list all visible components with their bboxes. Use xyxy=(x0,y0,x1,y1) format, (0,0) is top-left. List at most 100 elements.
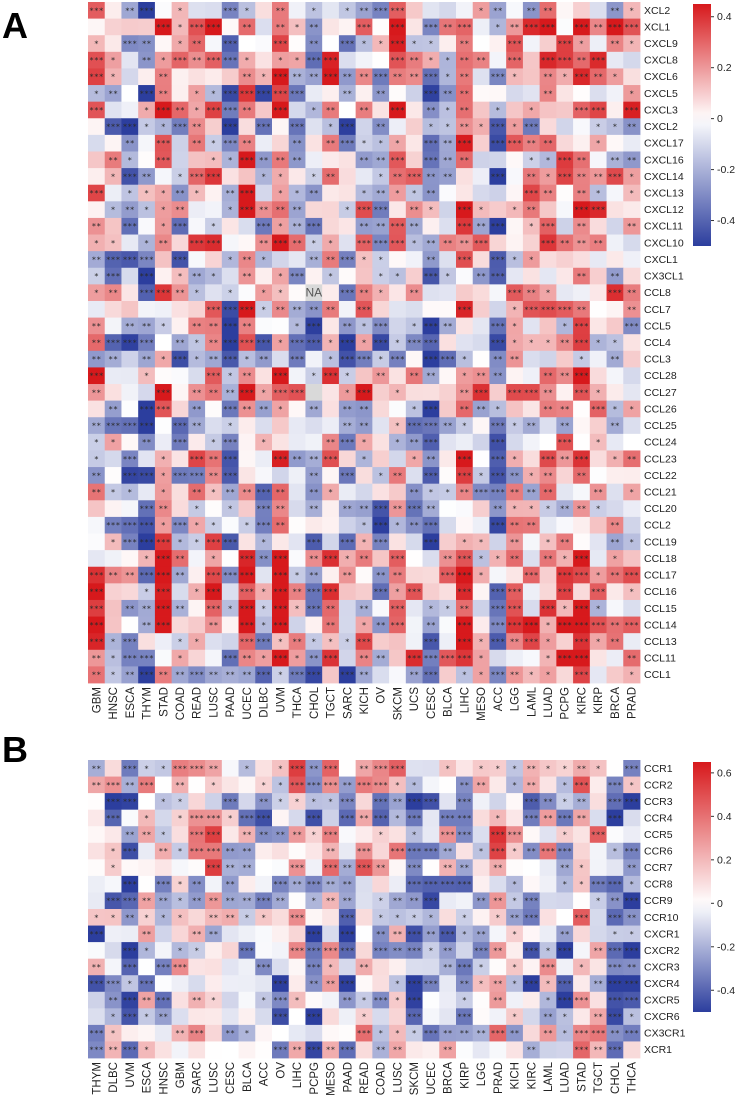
heatmap-cell xyxy=(472,500,490,518)
heatmap-cell xyxy=(171,925,189,943)
heatmap-cell xyxy=(472,35,490,53)
significance-marker: *** xyxy=(457,621,472,630)
significance-marker: * xyxy=(144,554,149,563)
significance-marker: * xyxy=(345,554,350,563)
heatmap-cell xyxy=(171,134,189,152)
significance-marker: *** xyxy=(156,156,171,165)
heatmap-cell xyxy=(272,35,290,53)
heatmap-cell xyxy=(422,400,440,418)
column-label: ESCA xyxy=(142,1062,154,1094)
row-label: XCL1 xyxy=(644,21,670,33)
significance-marker: *** xyxy=(374,339,389,348)
significance-marker: *** xyxy=(574,372,589,381)
heatmap-cell xyxy=(556,267,574,285)
column-label: TGCT xyxy=(593,1062,605,1093)
significance-marker: ** xyxy=(593,980,603,989)
heatmap-cell xyxy=(171,234,189,252)
heatmap-cell xyxy=(272,350,290,368)
significance-marker: ** xyxy=(409,671,419,680)
significance-marker: *** xyxy=(608,781,623,790)
significance-marker: *** xyxy=(558,588,573,597)
significance-marker: ** xyxy=(158,73,168,82)
significance-marker: *** xyxy=(156,289,171,298)
heatmap-cell xyxy=(422,217,440,235)
significance-marker: *** xyxy=(307,880,322,889)
heatmap-cell xyxy=(389,217,407,235)
heatmap-cell xyxy=(522,367,541,385)
heatmap-cell xyxy=(456,234,474,252)
heatmap-cell xyxy=(573,68,591,86)
significance-marker: * xyxy=(512,339,517,348)
heatmap-cell xyxy=(556,300,574,318)
significance-marker: ** xyxy=(460,239,470,248)
significance-marker: *** xyxy=(574,206,589,215)
heatmap-cell xyxy=(522,251,541,269)
significance-marker: *** xyxy=(357,1029,372,1038)
significance-marker: * xyxy=(111,172,116,181)
heatmap-cell xyxy=(138,118,156,136)
significance-marker: ** xyxy=(476,372,486,381)
heatmap-cell xyxy=(422,1008,440,1026)
significance-marker: ** xyxy=(393,946,403,955)
heatmap-cell xyxy=(255,1024,273,1042)
heatmap-cell xyxy=(489,533,507,551)
heatmap-cell xyxy=(522,201,541,219)
heatmap-cell xyxy=(372,483,390,501)
significance-marker: *** xyxy=(123,471,138,480)
heatmap-cell xyxy=(338,958,357,976)
significance-marker: *** xyxy=(591,56,606,65)
significance-marker: ** xyxy=(443,156,453,165)
significance-marker: *** xyxy=(206,538,221,547)
heatmap-cell xyxy=(606,450,624,468)
significance-marker: * xyxy=(228,604,233,613)
significance-marker: ** xyxy=(627,963,637,972)
heatmap-cell xyxy=(171,991,189,1009)
significance-marker: ** xyxy=(242,847,252,856)
column-label: OV xyxy=(376,687,388,704)
significance-marker: ** xyxy=(610,897,620,906)
heatmap-cell xyxy=(188,566,206,584)
column-label: LIHC xyxy=(459,687,471,713)
significance-marker: *** xyxy=(357,206,372,215)
significance-marker: *** xyxy=(507,831,522,840)
column-label: KIRC xyxy=(526,1062,538,1089)
heatmap-cell xyxy=(221,251,239,269)
significance-marker: ** xyxy=(443,172,453,181)
significance-marker: *** xyxy=(340,671,355,680)
significance-marker: *** xyxy=(273,455,288,464)
significance-marker: * xyxy=(178,880,183,889)
column-label: HNSC xyxy=(158,1062,170,1095)
significance-marker: *** xyxy=(407,797,422,806)
heatmap-cell xyxy=(539,334,557,352)
heatmap-cell xyxy=(355,875,373,893)
significance-marker: * xyxy=(462,355,467,364)
significance-marker: * xyxy=(211,996,216,1005)
heatmap-cell xyxy=(121,616,139,634)
heatmap-cell xyxy=(472,101,490,119)
heatmap-cell xyxy=(171,300,189,318)
significance-marker: ** xyxy=(593,1046,603,1055)
significance-marker: ** xyxy=(577,189,587,198)
significance-marker: * xyxy=(161,355,166,364)
heatmap-cell xyxy=(221,85,239,103)
heatmap-cell xyxy=(205,384,223,402)
heatmap-cell xyxy=(205,151,223,169)
heatmap-cell xyxy=(221,334,239,352)
heatmap-cell xyxy=(589,85,607,103)
significance-marker: * xyxy=(395,980,400,989)
significance-marker: * xyxy=(445,56,450,65)
heatmap-cell xyxy=(171,267,189,285)
significance-marker: *** xyxy=(624,996,639,1005)
heatmap-cell xyxy=(422,809,440,827)
heatmap-cell xyxy=(439,85,457,103)
heatmap-cell xyxy=(154,51,173,69)
heatmap-cell xyxy=(221,284,239,302)
heatmap-cell xyxy=(188,284,206,302)
heatmap-cell xyxy=(188,35,206,53)
significance-marker: ** xyxy=(493,946,503,955)
column-label: BLCA xyxy=(242,1062,254,1092)
colorbar-tick-label: 0.2 xyxy=(717,62,732,74)
heatmap-cell xyxy=(606,51,624,69)
heatmap-cell xyxy=(288,334,306,352)
heatmap-cell xyxy=(121,267,139,285)
